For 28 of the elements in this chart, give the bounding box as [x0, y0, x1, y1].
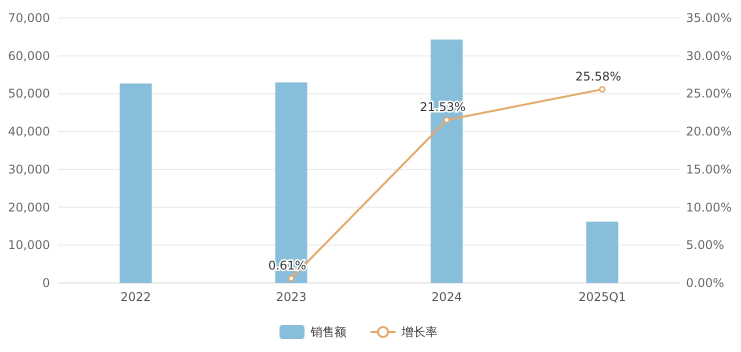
y2-tick-label: 5.00%	[686, 238, 724, 252]
legend-label: 增长率	[400, 325, 438, 339]
point	[288, 275, 294, 282]
y2-tick-label: 15.00%	[686, 162, 732, 176]
y-tick-label: 50,000	[8, 86, 50, 101]
data-label: 25.58%	[575, 69, 622, 84]
x-tick-label: 2025Q1	[578, 290, 626, 304]
legend-label: 销售额	[310, 325, 346, 339]
y-tick-label: 70,000	[8, 11, 50, 25]
y-tick-label: 40,000	[8, 124, 50, 139]
y-tick-label: 10,000	[8, 238, 50, 252]
point	[599, 86, 606, 93]
x-tick-label: 2023	[276, 290, 307, 304]
point	[444, 116, 450, 124]
y-tick-label: 60,000	[8, 48, 50, 63]
x-tick-label: 2024	[431, 290, 462, 304]
x-tick-label: 2022	[120, 290, 152, 304]
y-tick-label: 20,000	[8, 200, 50, 214]
y-tick-label: 0	[42, 276, 50, 290]
y2-tick-label: 10.00%	[686, 200, 732, 214]
y2-tick-label: 0.00%	[686, 276, 724, 290]
bar	[120, 83, 152, 283]
y2-tick-label: 25.00%	[686, 86, 732, 101]
bar	[586, 222, 618, 283]
y2-tick-label: 20.00%	[686, 124, 732, 139]
y-tick-label: 30,000	[8, 162, 50, 176]
y2-tick-label: 30.00%	[686, 48, 732, 63]
y2-tick-label: 35.00%	[686, 11, 732, 25]
